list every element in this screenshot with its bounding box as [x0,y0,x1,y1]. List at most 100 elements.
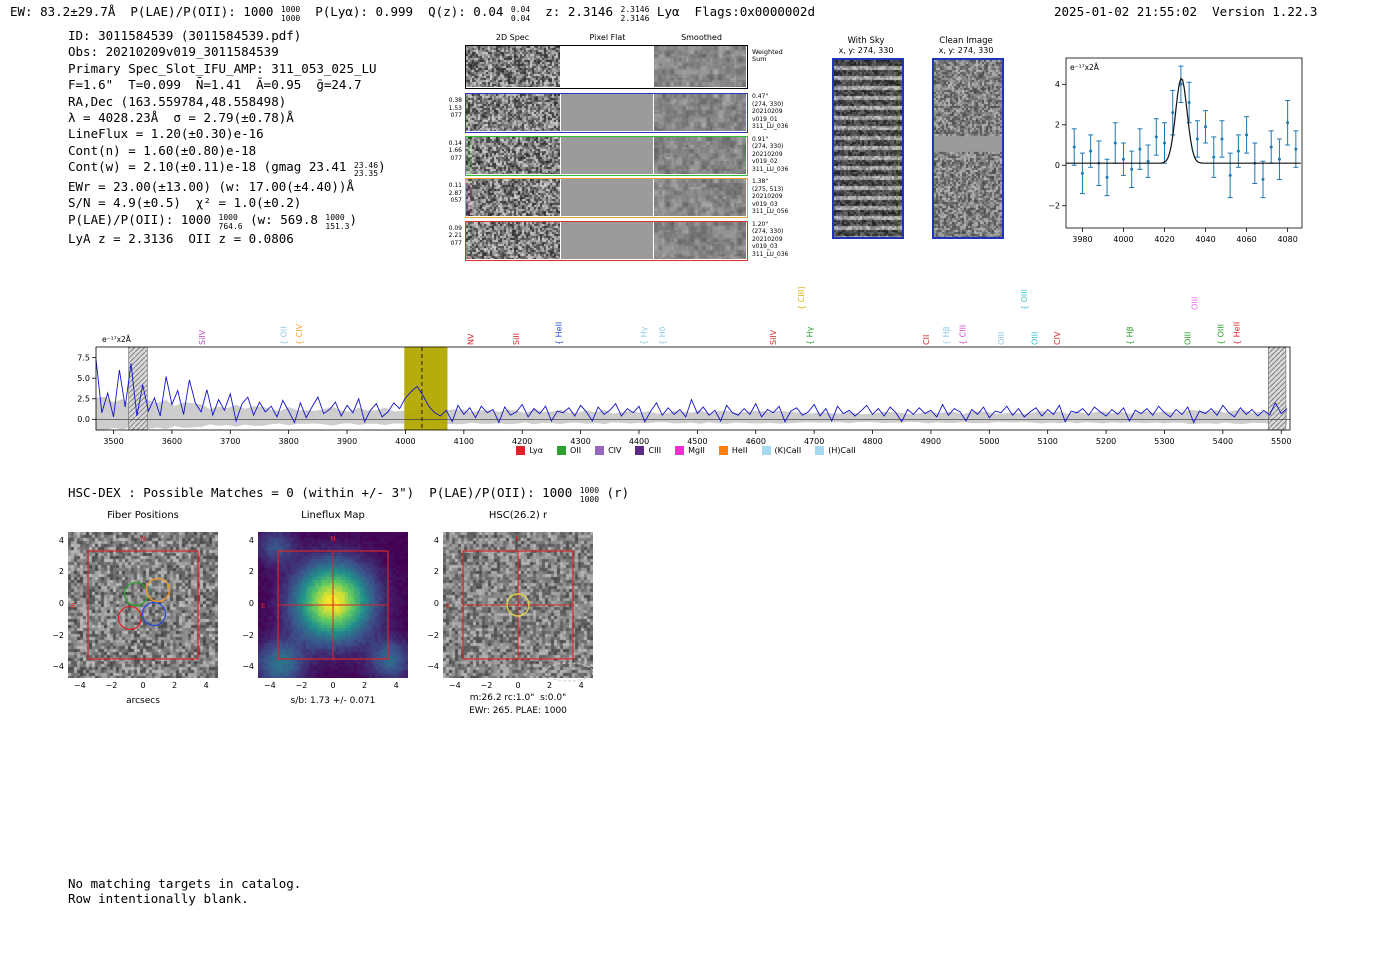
report-version: Version 1.22.3 [1212,4,1318,19]
fiber-ytick-label: −4 [52,662,64,672]
fiber-circle [117,605,143,631]
stat-value: 0.14 [448,139,462,147]
text-run: ID: 3011584539 (3011584539.pdf) [68,28,302,43]
with-sky-title: With Sky [847,36,885,46]
emission-line-label: { Hβ [1125,326,1134,345]
flux-units-annotation: e⁻¹⁷x2Å [1070,63,1100,72]
fraction-bottom: 1000 [579,495,600,504]
info-line: RA,Dec (163.559784,48.558498) [68,94,386,110]
tick-label: 5300 [1154,437,1174,446]
hsc-cutout-title: HSC(26.2) r [488,510,548,521]
info-line: Primary Spec_Slot_IFU_AMP: 311_053_025_L… [68,61,386,77]
fiber-xtick-label: 2 [172,681,178,690]
legend-item: (K)CaII [761,446,801,455]
data-point [1245,133,1249,137]
spec2d-panel: 2D Spec Pixel Flat Smoothed Weighted Sum… [449,33,800,265]
tick-label: 5200 [1096,437,1116,446]
clean-image-title: Clean Image [939,36,993,46]
legend-item: HeII [718,446,748,455]
legend-item: CIII [635,446,661,455]
legend-item: CIV [595,446,621,455]
emission-line-label: OIII [1031,332,1040,345]
data-point [1179,82,1183,86]
tick-label: 4000 [395,437,415,446]
tick-label: 4060 [1236,235,1256,244]
spec2d-row-meta: 0.91" (274, 330) 20210209 v019_02 311_LU_036 [752,136,798,174]
text-run: ) [349,211,358,227]
spec2d-row-meta: 0.47" (274, 330) 20210209 v019_01 311_LU_036 [752,93,798,131]
tick-label: 3700 [220,437,240,446]
spec2d-row-image [466,46,560,87]
spec2d-smoothed-image [654,46,746,87]
hsc-caption-1: m:26.2 rc:1.0" s:0.0" [469,693,567,703]
data-point [1105,175,1109,179]
extent-square [87,550,199,660]
fraction-top: 0.04 [510,5,531,15]
data-point [1187,101,1191,105]
tick-label: 5500 [1271,437,1291,446]
lineflux-ytick-label: 4 [248,535,254,545]
spec2d-fiber-row [465,220,748,261]
header-spacer [1197,4,1212,19]
text-run: Cont(n) = 1.60(±0.80)e-18 [68,142,257,158]
compass-east-label: E [71,602,75,610]
lineflux-xtick-label: 4 [393,681,399,690]
text-run: F=1.6" T=0.099 N̄=1.41 Ā=0.95 ḡ=24.7 [68,77,362,93]
header-datetime-version: 2025-01-02 21:55:02 Version 1.22.3 [1054,4,1317,19]
legend-label: CIII [648,446,662,455]
legend-swatch [557,446,567,455]
emission-line-label: { Hβ [942,326,951,345]
masked-region [1268,346,1287,431]
spec2d-pixel-flat [561,136,653,174]
fraction-bottom: 764.6 [218,221,243,231]
lineflux-ytick-label: 0 [248,599,254,608]
spec2d-row-stats: 0.11 2.87 057 [438,182,462,205]
fraction-bottom: 151.3 [325,221,350,231]
text-run: Primary Spec_Slot_IFU_AMP: 311_053_025_L… [68,60,377,76]
tick-label: 0.0 [77,415,90,424]
emission-line-label: CIV [1053,331,1062,345]
text-run: EW: 83.2±29.7Å P(LAE)/P(OII): 1000 [10,4,281,19]
spec2d-row-image [466,179,560,216]
fraction-bottom: 0.04 [510,14,531,23]
tick-label: 2.5 [77,395,90,404]
hsc-ytick-label: 4 [433,535,439,545]
data-point [1204,125,1208,129]
spectrum-line [95,359,1288,424]
text-run: Obs: 20210209v019_3011584539 [68,44,279,60]
tick-label: 5000 [979,437,999,446]
stat-value: 1.66 [448,147,462,155]
emission-line-label: SiII [512,333,521,345]
text-run: Lyα Flags:0x0000002d [649,4,815,19]
emission-line-label: { OIII [1216,324,1225,345]
stat-value: 0.11 [448,182,462,189]
meta-value: (274, 330) [752,143,784,151]
compass-north-label: N [140,535,145,543]
tick-label: 4100 [454,437,474,446]
fiber-xlabel: arcsecs [126,696,160,706]
fraction-bottom: 23.35 [353,169,379,179]
emission-line-label: { OIII [1020,289,1029,310]
text-run: P(Lyα): 0.999 Q(z): 0.04 [300,4,511,19]
text-run: P(LAE)/P(OII): 1000 [68,211,219,227]
text-run: (r) [599,485,630,500]
tick-label: 4200 [512,437,532,446]
spectrum-legend: Lyα OII CIV CIII MgII HeII (K)CaII (H)CaII [60,446,1312,455]
emission-line-label: OIII [1184,332,1193,345]
spec2d-row-meta: 1.20" (274, 330) 20210209 v019_03 311_LU_036 [752,221,798,259]
meta-value: 0.47" [752,93,769,100]
info-line: F=1.6" T=0.099 N̄=1.41 Ā=0.95 ḡ=24.7 [68,77,386,93]
text-run: RA,Dec (163.559784,48.558498) [68,93,287,109]
fiber-positions-title: Fiber Positions [107,510,179,521]
spec2d-row-stats: 0.09 2.21 077 [438,225,462,248]
y-axis-ticks: 0.0 2.5 5.0 7.5 [77,353,96,424]
meta-value: 20210209 [752,150,783,158]
emission-line-label: { CIII] [797,287,806,310]
emission-line-label: { CIV [295,323,304,345]
meta-value: (275, 513) [752,185,784,193]
hsc-ytick-label: −4 [427,662,439,672]
tick-label: 7.5 [77,353,90,362]
footer-line-2: Row intentionally blank. [68,891,249,906]
